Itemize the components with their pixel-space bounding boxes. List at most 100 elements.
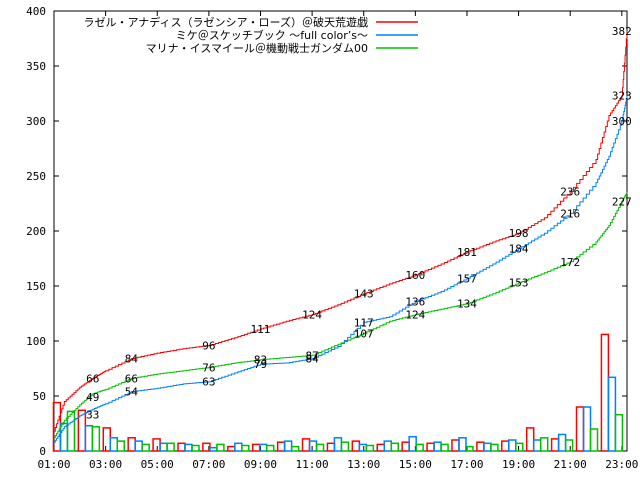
hourly-bar <box>465 445 474 452</box>
hourly-bar <box>532 439 542 452</box>
hourly-bar <box>564 439 574 452</box>
hourly-bar <box>109 437 119 452</box>
hourly-bar <box>216 443 225 452</box>
y-tick-label: 300 <box>26 115 46 128</box>
hourly-bar <box>550 438 560 452</box>
hourly-bar <box>234 442 243 452</box>
hourly-bar <box>209 446 218 452</box>
x-tick-label: 11:00 <box>296 458 329 471</box>
value-label: 83 <box>254 354 267 367</box>
hourly-bar <box>600 333 610 452</box>
hourly-bar <box>290 445 300 452</box>
y-tick-label: 350 <box>26 60 46 73</box>
hourly-bar <box>308 440 318 452</box>
hourly-bar <box>159 442 168 452</box>
y-tick-label: 200 <box>26 225 46 238</box>
hourly-bar <box>508 439 517 452</box>
x-tick-label: 03:00 <box>89 458 122 471</box>
hourly-bar <box>315 443 325 452</box>
value-label: 216 <box>560 207 580 220</box>
x-tick-label: 21:00 <box>554 458 587 471</box>
value-label: 96 <box>202 339 215 352</box>
hourly-bar <box>333 437 343 452</box>
x-tick-label: 07:00 <box>192 458 225 471</box>
hourly-bar <box>376 443 385 452</box>
y-tick-label: 150 <box>26 280 46 293</box>
value-label: 300 <box>612 115 632 128</box>
value-label: 184 <box>509 243 529 256</box>
value-label: 49 <box>86 391 99 404</box>
x-tick-label: 01:00 <box>37 458 70 471</box>
hourly-bar <box>582 406 592 452</box>
y-tick-label: 50 <box>33 390 46 403</box>
chart-axes: 0 50 100 150 200 250 300 350 400 01:00 03:00 05:00 0… <box>26 5 638 471</box>
hourly-bar <box>265 444 275 452</box>
value-label: 54 <box>125 386 139 399</box>
value-label: 157 <box>457 272 477 285</box>
hourly-bar <box>557 433 567 452</box>
hourly-bar <box>276 441 286 452</box>
hourly-bar <box>365 444 375 452</box>
hourly-bar <box>451 439 460 452</box>
hourly-bar <box>134 440 143 452</box>
hourly-bar <box>340 441 350 452</box>
value-label: 87 <box>305 349 318 362</box>
hourly-bar <box>301 438 311 452</box>
hourly-bar <box>141 443 150 452</box>
hourly-bar <box>415 443 424 452</box>
value-label: 160 <box>405 269 425 282</box>
hourly-bar <box>426 442 435 452</box>
hourly-bar <box>191 444 200 452</box>
value-label: 153 <box>509 277 529 290</box>
value-label: 66 <box>125 372 138 385</box>
value-label: 382 <box>612 25 632 38</box>
hourly-bar <box>607 376 617 452</box>
value-label: 124 <box>302 309 322 322</box>
y-tick-label: 0 <box>39 445 46 458</box>
value-label: 227 <box>612 195 632 208</box>
value-label: 124 <box>405 309 425 322</box>
value-label: 136 <box>405 295 425 308</box>
hourly-bar <box>525 427 535 452</box>
value-label: 134 <box>457 298 477 311</box>
y-tick-label: 400 <box>26 5 46 18</box>
hourly-bar <box>614 413 624 452</box>
x-tick-label: 23:00 <box>605 458 638 471</box>
hourly-bar <box>102 427 112 452</box>
hourly-bar <box>401 441 410 452</box>
series-lines <box>54 30 628 443</box>
hourly-bar <box>539 437 549 452</box>
hourly-bar <box>433 441 442 452</box>
legend-label: ミケ＠スケッチブック 〜full color’s〜 <box>176 28 368 42</box>
hourly-bar <box>458 437 467 452</box>
hourly-bar <box>184 443 193 452</box>
x-tick-label: 19:00 <box>502 458 535 471</box>
hourly-bar <box>127 437 136 452</box>
value-label: 143 <box>354 288 374 301</box>
hourly-bar <box>116 440 126 452</box>
series-line <box>54 95 628 443</box>
hourly-bar <box>483 442 492 452</box>
y-tick-label: 250 <box>26 170 46 183</box>
value-label: 117 <box>354 316 374 329</box>
hourly-bar <box>383 440 392 452</box>
value-label: 63 <box>202 376 215 389</box>
hourly-bar <box>490 443 499 452</box>
hourly-bar <box>251 443 261 452</box>
hourly-bar <box>575 406 585 452</box>
hourly-bar <box>152 438 161 452</box>
hourly-bar <box>283 440 293 452</box>
hourly-bar <box>177 442 186 452</box>
value-label: 84 <box>125 353 139 366</box>
legend-label: ラゼル・アナディス（ラゼンシア・ローズ）＠破天荒遊戯 <box>84 15 368 29</box>
hourly-bar <box>390 442 399 452</box>
x-tick-label: 05:00 <box>141 458 174 471</box>
x-tick-label: 09:00 <box>244 458 277 471</box>
plot-frame <box>53 10 628 452</box>
hourly-bar <box>66 410 76 452</box>
hourly-bar <box>227 445 236 452</box>
value-label: 172 <box>560 256 580 269</box>
hourly-bar <box>84 424 94 452</box>
